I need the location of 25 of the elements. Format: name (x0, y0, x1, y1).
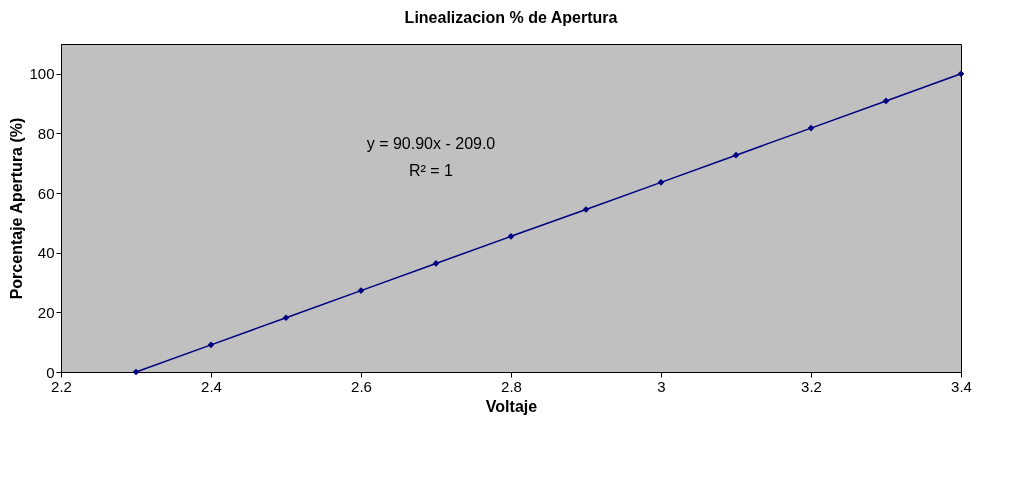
y-axis-title: Porcentaje Apertura (%) (8, 117, 26, 300)
x-tick-label: 3.2 (801, 377, 822, 395)
annotation: R² = 1 (408, 162, 454, 179)
point (657, 179, 665, 186)
y-tick-label: 100 (29, 65, 55, 83)
annotation: y = 90.90x - 209.0 (366, 135, 496, 152)
point (882, 97, 890, 105)
x-axis-title: Voltaje (485, 397, 538, 415)
y-tick-label: 80 (37, 124, 55, 142)
point (507, 232, 515, 240)
x-tick-label: 2.4 (201, 377, 222, 395)
point (957, 70, 965, 78)
point (282, 314, 290, 322)
y-tick-label: 20 (37, 303, 55, 321)
point (207, 341, 215, 349)
x-tick-label: 3.4 (951, 377, 972, 395)
y-tick-label: 60 (37, 184, 55, 202)
point (807, 124, 815, 132)
x-tick-label: 3 (657, 377, 666, 395)
x-tick-label: 2.6 (351, 377, 372, 395)
x-tick-label: 2.8 (501, 377, 522, 395)
chart-title: Linealizacion % de Apertura (404, 9, 618, 26)
point (132, 368, 140, 376)
y-tick-label: 40 (37, 244, 55, 262)
point (732, 151, 740, 159)
